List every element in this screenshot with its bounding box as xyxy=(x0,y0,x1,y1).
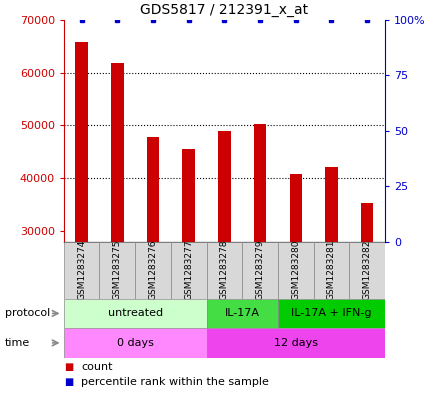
Bar xyxy=(290,174,302,242)
Bar xyxy=(206,328,385,358)
Text: 12 days: 12 days xyxy=(274,338,318,348)
Text: GSM1283274: GSM1283274 xyxy=(77,240,86,300)
Bar xyxy=(314,242,349,299)
Bar xyxy=(278,299,385,328)
Bar xyxy=(183,149,195,242)
Bar xyxy=(99,242,135,299)
Bar xyxy=(254,124,266,242)
Text: percentile rank within the sample: percentile rank within the sample xyxy=(81,376,269,387)
Text: GSM1283282: GSM1283282 xyxy=(363,240,372,300)
Bar xyxy=(147,137,159,242)
Bar xyxy=(218,130,231,242)
Text: count: count xyxy=(81,362,113,372)
Text: GSM1283279: GSM1283279 xyxy=(256,240,264,300)
Text: GSM1283280: GSM1283280 xyxy=(291,240,300,300)
Text: GSM1283277: GSM1283277 xyxy=(184,240,193,300)
Text: GSM1283281: GSM1283281 xyxy=(327,240,336,300)
Bar xyxy=(278,242,314,299)
Text: ■: ■ xyxy=(64,376,73,387)
Title: GDS5817 / 212391_x_at: GDS5817 / 212391_x_at xyxy=(140,3,308,17)
Text: ■: ■ xyxy=(64,362,73,372)
Bar xyxy=(206,299,278,328)
Text: IL-17A: IL-17A xyxy=(225,309,260,318)
Bar xyxy=(206,242,242,299)
Text: IL-17A + IFN-g: IL-17A + IFN-g xyxy=(291,309,372,318)
Text: time: time xyxy=(5,338,30,348)
Bar xyxy=(111,63,124,242)
Bar xyxy=(349,242,385,299)
Bar xyxy=(361,202,374,242)
Text: protocol: protocol xyxy=(5,309,50,318)
Bar xyxy=(75,42,88,242)
Bar xyxy=(325,167,338,242)
Text: GSM1283276: GSM1283276 xyxy=(149,240,158,300)
Bar xyxy=(242,242,278,299)
Bar xyxy=(64,299,206,328)
Bar xyxy=(64,328,206,358)
Text: GSM1283275: GSM1283275 xyxy=(113,240,122,300)
Text: 0 days: 0 days xyxy=(117,338,154,348)
Text: untreated: untreated xyxy=(108,309,163,318)
Text: GSM1283278: GSM1283278 xyxy=(220,240,229,300)
Bar xyxy=(135,242,171,299)
Bar xyxy=(64,242,99,299)
Bar xyxy=(171,242,206,299)
